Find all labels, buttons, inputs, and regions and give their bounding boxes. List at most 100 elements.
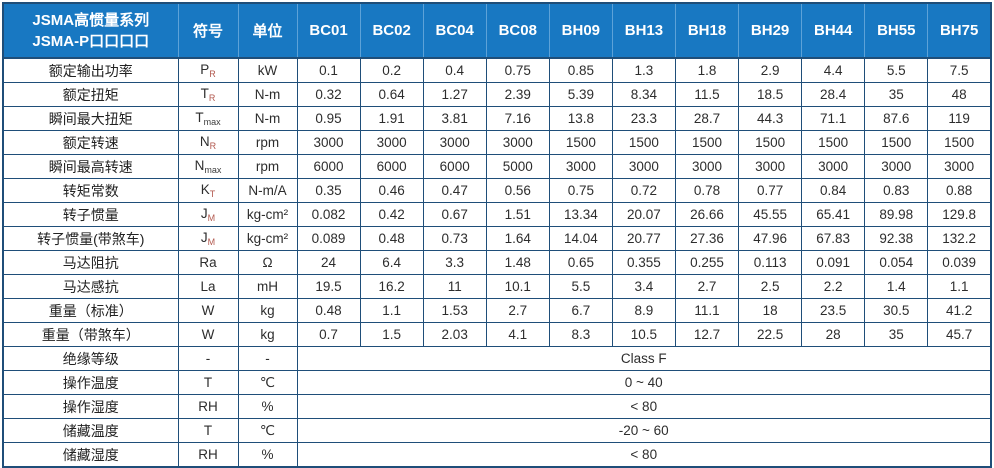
symbol-subscript: R [208, 93, 216, 103]
value-cell: 14.04 [548, 226, 613, 251]
value-cell: 11.5 [674, 82, 740, 107]
spec-row: 瞬间最高转速 Nmax rpm 6000 6000 6000 5000 3000 3000 300… [2, 154, 992, 179]
value-cell: 87.6 [864, 106, 929, 131]
symbol-cell: T [177, 370, 239, 395]
value-cell: 1.53 [422, 298, 487, 323]
value-cell: 5.39 [548, 82, 613, 107]
unit-cell: kg [237, 322, 298, 347]
value-cell: 7.16 [485, 106, 550, 131]
value-cell: 0.4 [422, 57, 487, 83]
value-cell: 0.85 [548, 57, 613, 83]
value-cell: 12.7 [674, 322, 740, 347]
spec-row: 瞬间最大扭矩 Tmax N-m 0.95 1.91 3.81 7.16 13.8 23.3 28.… [2, 106, 992, 131]
symbol-cell: T [177, 418, 239, 443]
value-cell: 13.34 [548, 202, 613, 227]
value-cell: 35 [864, 322, 929, 347]
row-label: 马达阻抗 [2, 250, 179, 275]
value-cell: 10.1 [485, 274, 550, 299]
series-title: JSMA高惯量系列 JSMA-P口口口口 [3, 3, 178, 59]
value-cell: 2.2 [801, 274, 866, 299]
value-cell: 1.1 [927, 274, 992, 299]
row-label: 转矩常数 [2, 178, 179, 203]
spec-row: 额定扭矩 TR N-m 0.32 0.64 1.27 2.39 5.39 8.34 11.5 18.… [2, 82, 992, 107]
value-cell: 8.34 [611, 82, 676, 107]
value-cell: 23.3 [611, 106, 676, 131]
unit-cell: ℃ [237, 418, 298, 443]
value-cell: 44.3 [738, 106, 803, 131]
value-cell: 0.83 [864, 178, 929, 203]
merged-value-cell: 0 ~ 40 [296, 370, 992, 395]
value-cell: 4.4 [801, 57, 866, 83]
row-label: 额定输出功率 [2, 57, 179, 83]
unit-cell: kg-cm² [237, 202, 298, 227]
symbol-cell: JM [177, 202, 239, 227]
merged-value-cell: Class F [296, 346, 992, 371]
column-header-model: BC04 [422, 3, 487, 59]
column-header-model: BH13 [611, 3, 676, 59]
spec-row: 储藏温度 T ℃ -20 ~ 60 [2, 418, 992, 443]
unit-cell: N-m/A [237, 178, 298, 203]
value-cell: 0.84 [801, 178, 866, 203]
symbol-cell: W [177, 322, 239, 347]
value-cell: 1.4 [864, 274, 929, 299]
value-cell: 4.1 [485, 322, 550, 347]
value-cell: 6.7 [548, 298, 613, 323]
row-label: 瞬间最大扭矩 [2, 106, 179, 131]
merged-value-cell: < 80 [296, 394, 992, 419]
unit-cell: % [237, 442, 298, 468]
value-cell: 5.5 [548, 274, 613, 299]
value-cell: 1500 [548, 130, 613, 155]
column-header-model: BC08 [485, 3, 550, 59]
row-label: 瞬间最高转速 [2, 154, 179, 179]
value-cell: 92.38 [864, 226, 929, 251]
row-label: 绝缘等级 [2, 346, 179, 371]
column-header-model: BH75 [927, 3, 991, 59]
value-cell: 0.46 [359, 178, 424, 203]
value-cell: 0.48 [296, 298, 361, 323]
value-cell: 132.2 [927, 226, 992, 251]
value-cell: 11.1 [674, 298, 740, 323]
value-cell: 6000 [359, 154, 424, 179]
value-cell: 1.51 [485, 202, 550, 227]
unit-cell: - [237, 346, 298, 371]
row-label: 储藏湿度 [2, 442, 179, 468]
column-header-model: BH29 [738, 3, 802, 59]
column-header-unit: 单位 [237, 3, 297, 59]
value-cell: 6000 [422, 154, 487, 179]
value-cell: 0.355 [611, 250, 676, 275]
series-title-line1: JSMA高惯量系列 [32, 11, 150, 29]
value-cell: 1500 [801, 130, 866, 155]
unit-cell: kg [237, 298, 298, 323]
value-cell: 1500 [738, 130, 803, 155]
row-label: 马达感抗 [2, 274, 179, 299]
value-cell: 119 [927, 106, 992, 131]
symbol-cell: La [177, 274, 239, 299]
value-cell: 45.7 [927, 322, 992, 347]
unit-cell: Ω [237, 250, 298, 275]
value-cell: 0.255 [674, 250, 740, 275]
value-cell: 0.48 [359, 226, 424, 251]
unit-cell: rpm [237, 154, 298, 179]
spec-row: 转子惯量 JM kg-cm² 0.082 0.42 0.67 1.51 13.34 20.07 2… [2, 202, 992, 227]
merged-value-cell: < 80 [296, 442, 992, 468]
symbol-cell: PR [177, 57, 239, 83]
value-cell: 5000 [485, 154, 550, 179]
symbol-cell: W [177, 298, 239, 323]
value-cell: 67.83 [801, 226, 866, 251]
value-cell: 41.2 [927, 298, 992, 323]
unit-cell: % [237, 394, 298, 419]
value-cell: 13.8 [548, 106, 613, 131]
value-cell: 47.96 [738, 226, 803, 251]
symbol-subscript: M [207, 237, 216, 247]
symbol-subscript: M [207, 213, 216, 223]
symbol-cell: TR [177, 82, 239, 107]
symbol-cell: JM [177, 226, 239, 251]
value-cell: 3.81 [422, 106, 487, 131]
value-cell: 0.091 [801, 250, 866, 275]
unit-cell: ℃ [237, 370, 298, 395]
value-cell: 3000 [548, 154, 613, 179]
value-cell: 2.39 [485, 82, 550, 107]
row-label: 转子惯量(带煞车) [2, 226, 179, 251]
